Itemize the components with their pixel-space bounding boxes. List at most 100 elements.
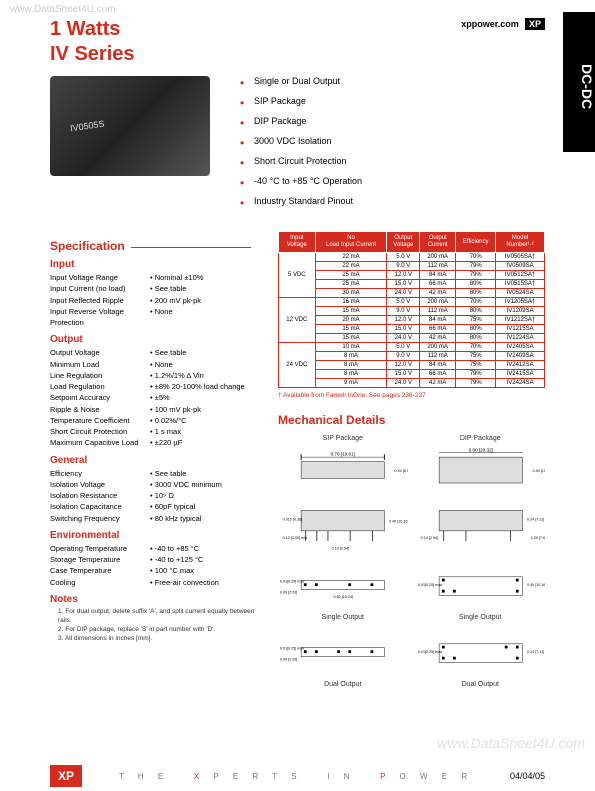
table-cell: 80% xyxy=(456,289,496,298)
svg-text:0.01[0.25] max: 0.01[0.25] max xyxy=(417,650,442,654)
spec-row: Output VoltageSee table xyxy=(50,347,260,358)
left-column: Specification Input Input Voltage RangeN… xyxy=(50,231,260,688)
spec-value: ±220 µF xyxy=(150,437,260,448)
table-cell: 70% xyxy=(456,343,496,352)
spec-row: CoolingFree-air convection xyxy=(50,577,260,588)
mechanical-title: Mechanical Details xyxy=(278,413,545,427)
table-row: 12 VDC16 mA5.0 V200 mA70%IV1205SA† xyxy=(279,298,545,307)
table-cell: 112 mA xyxy=(420,262,456,271)
table-cell: 66 mA xyxy=(420,280,456,289)
spec-row: Switching Frequency80 kHz typical xyxy=(50,513,260,524)
spec-label: Isolation Capacitance xyxy=(50,501,150,512)
spec-row: Temperature Coefficient0.02%/°C xyxy=(50,415,260,426)
table-cell: 22 mA xyxy=(315,262,387,271)
table-cell: 9.0 V xyxy=(387,262,420,271)
header-logo: XP xyxy=(525,18,545,30)
table-header: OutputCurrent xyxy=(420,232,456,253)
spec-row: Isolation Capacitance60pF typical xyxy=(50,501,260,512)
spec-row: Input Voltage RangeNominal ±10% xyxy=(50,272,260,283)
spec-label: Maximum Capacitive Load xyxy=(50,437,150,448)
table-cell: 79% xyxy=(456,370,496,379)
dip-label: DIP Package xyxy=(416,435,546,442)
table-cell: IV2412SA xyxy=(496,361,545,370)
table-cell: 84 mA xyxy=(420,361,456,370)
spec-label: Isolation Resistance xyxy=(50,490,150,501)
table-cell: 5.0 V xyxy=(387,253,420,262)
table-cell: IV2424SA xyxy=(496,379,545,388)
table-cell: 30 mA xyxy=(315,289,387,298)
table-cell: 42 mA xyxy=(420,334,456,343)
spec-label: Cooling xyxy=(50,577,150,588)
table-cell: 80% xyxy=(456,334,496,343)
mechanical-grid: SIP Package 0.76 [19.61]0.24 [6.09] max … xyxy=(278,435,545,688)
spec-value: See table xyxy=(150,347,260,358)
svg-text:0.24 [7.11] max: 0.24 [7.11] max xyxy=(527,518,546,522)
spec-label: Input Current (no load) xyxy=(50,283,150,294)
spec-row: Setpoint Accuracy±5% xyxy=(50,392,260,403)
spec-row: Maximum Capacitive Load±220 µF xyxy=(50,437,260,448)
svg-text:0.40 [10.16] max: 0.40 [10.16] max xyxy=(527,583,546,587)
table-cell: 22 mA xyxy=(315,253,387,262)
table-cell: 9.0 V xyxy=(387,307,420,316)
spec-value: 100 °C max xyxy=(150,565,260,576)
spec-value: 0.02%/°C xyxy=(150,415,260,426)
table-cell: 12 VDC xyxy=(279,298,316,343)
table-cell: 12.0 V xyxy=(387,361,420,370)
table-cell: 70% xyxy=(456,298,496,307)
table-cell: 25 mA xyxy=(315,280,387,289)
table-header: OutputVoltage xyxy=(387,232,420,253)
feature-item: 3000 VDC Isolation xyxy=(240,136,545,146)
hero-row: Single or Dual OutputSIP PackageDIP Pack… xyxy=(0,66,595,216)
svg-text:0.01[0.25] max: 0.01[0.25] max xyxy=(280,647,305,651)
spec-table: InputVoltageNoLoad Input CurrentOutputVo… xyxy=(278,231,545,388)
table-cell: 24.0 V xyxy=(387,289,420,298)
dip-single-pinout: 0.01[0.25] max0.40 [10.16] max xyxy=(416,562,546,612)
dip-top-diagram: 0.80 [20.32]0.40 [10.16] max xyxy=(416,446,546,496)
sip-label: SIP Package xyxy=(278,435,408,442)
single-output-label-2: Single Output xyxy=(416,614,546,621)
spec-value: None xyxy=(150,359,260,370)
table-cell: 20 mA xyxy=(315,316,387,325)
table-cell: 42 mA xyxy=(420,289,456,298)
table-cell: 5.0 V xyxy=(387,343,420,352)
note-item: 1. For dual output, delete suffix 'A', a… xyxy=(58,607,260,625)
spec-value: See table xyxy=(150,468,260,479)
spec-value: Nominal ±10% xyxy=(150,272,260,283)
table-header: Efficiency xyxy=(456,232,496,253)
table-cell: 25 mA xyxy=(315,271,387,280)
dip-dual-pinout: 0.01[0.25] max0.24 [7.11] max xyxy=(416,629,546,679)
footer-logo: XP xyxy=(50,765,82,787)
table-cell: 200 mA xyxy=(420,298,456,307)
svg-text:0.10 [2.54]: 0.10 [2.54] xyxy=(420,537,437,541)
table-cell: IV1224SA xyxy=(496,334,545,343)
table-cell: 112 mA xyxy=(420,352,456,361)
table-cell: 16 mA xyxy=(315,298,387,307)
content-columns: Specification Input Input Voltage RangeN… xyxy=(0,216,595,688)
svg-text:0.40 [10.16] max: 0.40 [10.16] max xyxy=(389,520,408,524)
table-row: 8 mA9.0 V112 mA75%IV2409SA xyxy=(279,352,545,361)
spec-row: Input Reverse Voltage ProtectionNone xyxy=(50,306,260,329)
table-cell: 75% xyxy=(456,316,496,325)
table-row: 20 mA12.0 V84 mA75%IV1212SA† xyxy=(279,316,545,325)
feature-item: Industry Standard Pinout xyxy=(240,196,545,206)
spec-label: Temperature Coefficient xyxy=(50,415,150,426)
tagline: T H E X P E R T S I N P O W E R xyxy=(82,772,510,781)
sip-top-diagram: 0.76 [19.61]0.24 [6.09] max xyxy=(278,446,408,496)
table-cell: 9.0 V xyxy=(387,352,420,361)
table-cell: 15 mA xyxy=(315,307,387,316)
spec-label: Input Reverse Voltage Protection xyxy=(50,306,150,329)
spec-value: ±8% 20-100% load change xyxy=(150,381,260,392)
spec-row: EfficiencySee table xyxy=(50,468,260,479)
right-column: InputVoltageNoLoad Input CurrentOutputVo… xyxy=(278,231,545,688)
table-cell: 8 mA xyxy=(315,352,387,361)
notes-title: Notes xyxy=(50,594,260,605)
svg-text:0.10 [2.54]: 0.10 [2.54] xyxy=(332,547,349,551)
spec-label: Input Reflected Ripple xyxy=(50,295,150,306)
table-row: 22 mA9.0 V112 mA79%IV0509SA xyxy=(279,262,545,271)
spec-label: Isolation Voltage xyxy=(50,479,150,490)
feature-item: SIP Package xyxy=(240,96,545,106)
spec-label: Switching Frequency xyxy=(50,513,150,524)
svg-text:0.09 [2.29]: 0.09 [2.29] xyxy=(280,658,297,662)
table-cell: 200 mA xyxy=(420,253,456,262)
svg-text:0.09 [2.29]: 0.09 [2.29] xyxy=(280,591,297,595)
